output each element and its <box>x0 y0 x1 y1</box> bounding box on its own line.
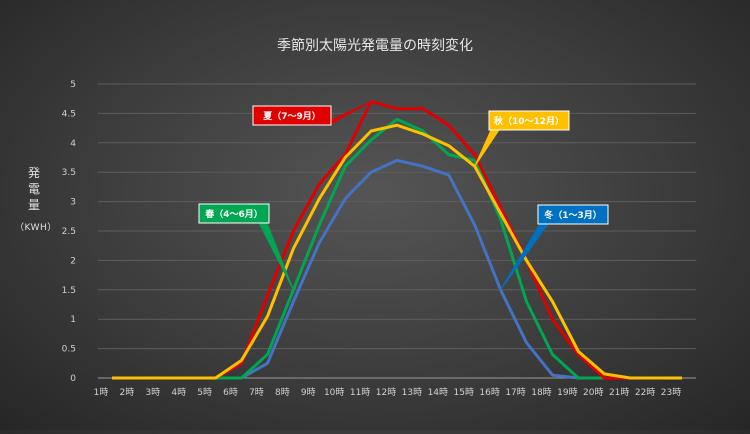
x-tick-label: 15時 <box>454 387 474 398</box>
series-lines <box>112 100 682 380</box>
x-tick-label: 3時 <box>145 387 160 398</box>
y-axis-label-char: 電 <box>27 182 40 196</box>
y-tick-label: 1.5 <box>62 286 76 296</box>
axes: 0 0.5 1 1.5 2 2.5 3 3.5 4 4.5 5 1時 2時 3時 4時 5時 6時 7時 8時 9時 1… <box>62 80 696 398</box>
callout-box <box>198 203 270 224</box>
y-tick-label: 1 <box>70 315 76 325</box>
x-tick-label: 21時 <box>609 387 629 398</box>
x-tick-label: 17時 <box>505 387 525 398</box>
y-tick-label: 3 <box>70 198 76 208</box>
callout-box <box>252 105 332 126</box>
x-tick-label: 5時 <box>197 387 212 398</box>
y-tick-label: 5 <box>70 80 76 90</box>
series-line <box>112 117 682 380</box>
y-axis-label-char: 発 <box>27 166 40 180</box>
x-tick-label: 16時 <box>479 387 499 398</box>
x-tick-label: 20時 <box>583 387 603 398</box>
x-tick-label: 13時 <box>402 387 422 398</box>
x-tick-label: 4時 <box>171 387 186 398</box>
series-line <box>112 123 682 380</box>
x-tick-label: 23時 <box>661 387 681 398</box>
callout-label: 秋（10～12月） <box>493 115 564 127</box>
x-tick-label: 7時 <box>249 387 264 398</box>
callout-label: 春（4～6月） <box>204 208 263 220</box>
x-tick-label: 18時 <box>531 387 551 398</box>
x-tick-label: 10時 <box>324 387 344 398</box>
callouts: 夏（7～9月） 秋（10～12月） 春（4～6月） 冬（1～3月） <box>198 101 609 291</box>
y-axis-label-char: 量 <box>27 198 40 212</box>
callout-label: 冬（1～3月） <box>544 209 602 221</box>
x-tick-label: 6時 <box>223 387 238 398</box>
x-tick-label: 12時 <box>376 387 396 398</box>
y-tick-label: 2.5 <box>62 227 76 237</box>
y-axis-label: 発電量 <box>22 165 46 213</box>
y-axis-unit: （KWH） <box>15 223 57 233</box>
callout-box <box>537 204 609 225</box>
x-tick-label: 22時 <box>635 387 655 398</box>
x-tick-label: 1時 <box>94 387 109 398</box>
x-tick-label: 2時 <box>120 387 135 398</box>
callout-pointer <box>500 223 549 291</box>
callout-pointer <box>474 129 500 167</box>
grid <box>98 83 696 350</box>
series-line <box>112 158 682 380</box>
x-tick-label: 9時 <box>301 387 316 398</box>
x-tick-label: 8時 <box>275 387 290 398</box>
y-tick-label: 0 <box>70 374 76 384</box>
y-tick-label: 4 <box>70 139 76 149</box>
chart-title: 季節別太陽光発電量の時刻変化 <box>277 37 473 54</box>
callout-label: 夏（7～9月） <box>262 111 321 122</box>
x-tick-label: 19時 <box>557 387 577 398</box>
y-tick-label: 2 <box>70 256 76 266</box>
y-tick-label: 4.5 <box>62 109 76 119</box>
y-tick-label: 3.5 <box>62 168 76 178</box>
x-tick-label: 14時 <box>428 387 448 398</box>
callout-box <box>488 110 570 131</box>
callout-pointer <box>258 222 294 291</box>
y-tick-label: 0.5 <box>62 345 76 355</box>
x-tick-label: 11時 <box>350 387 370 398</box>
